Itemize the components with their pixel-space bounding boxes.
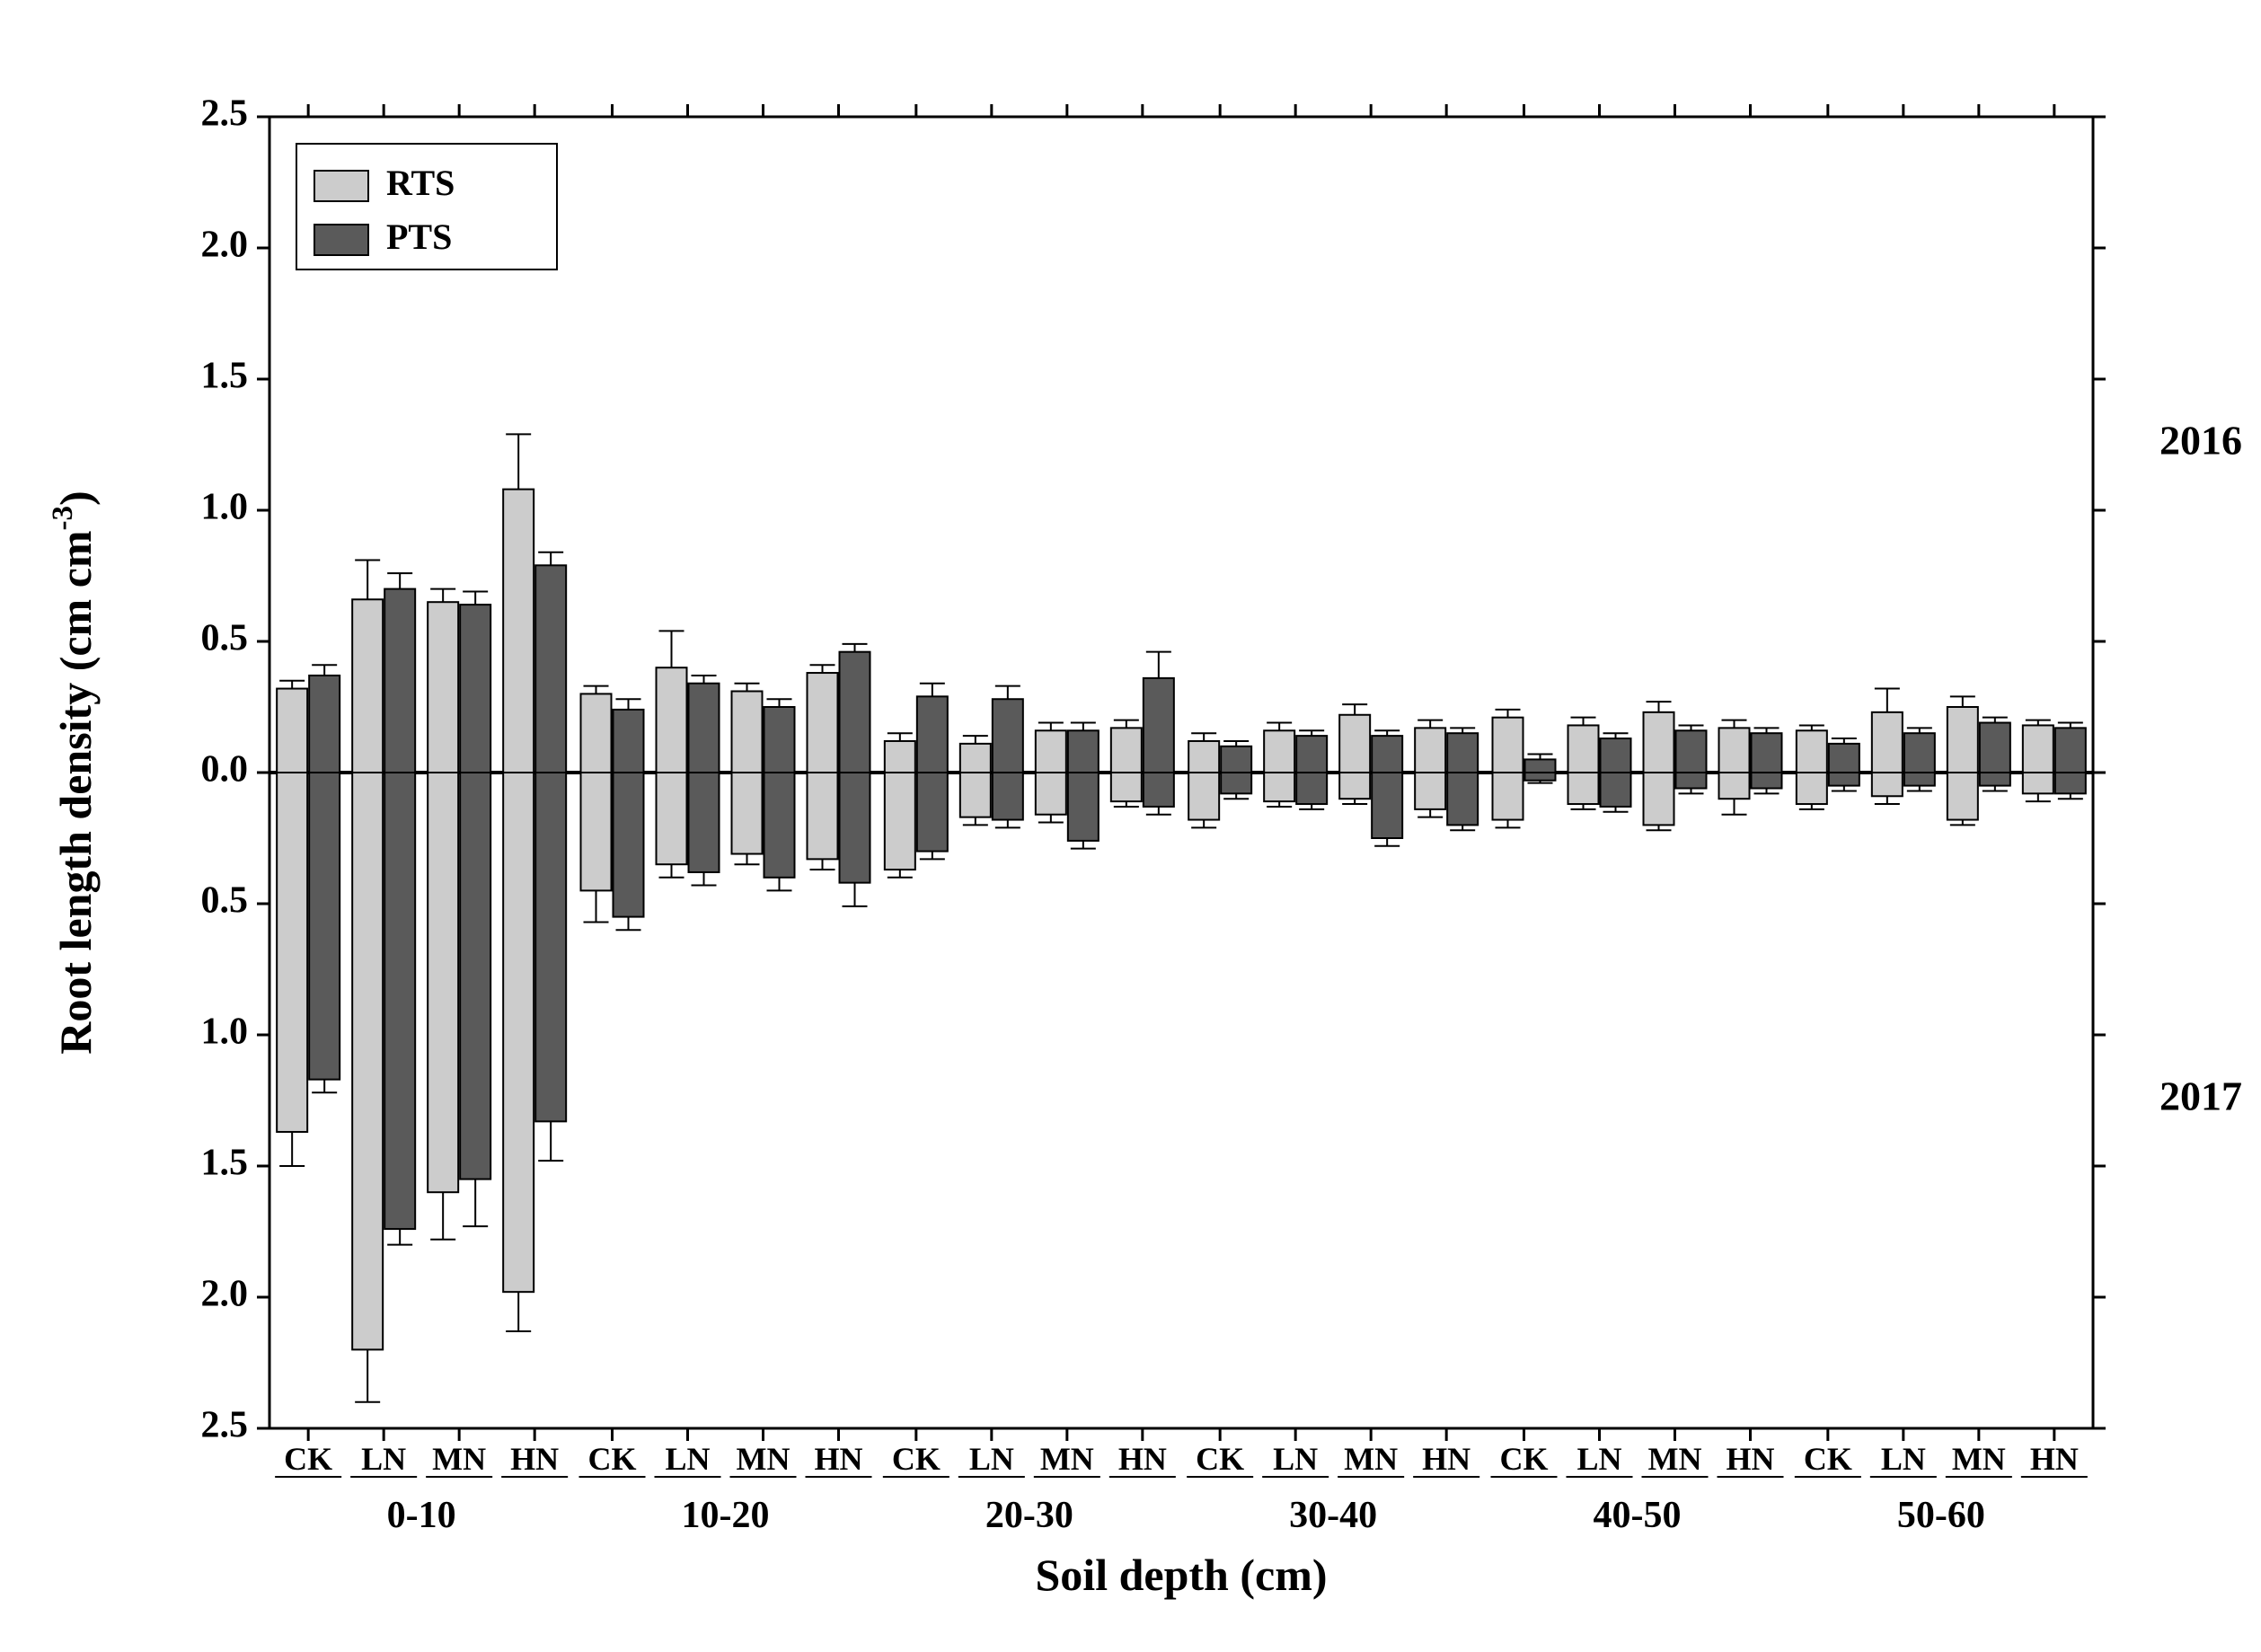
svg-text:40-50: 40-50 (1594, 1495, 1682, 1536)
svg-text:1.5: 1.5 (201, 356, 249, 397)
svg-text:1.5: 1.5 (201, 1143, 249, 1184)
svg-text:CK: CK (588, 1441, 637, 1477)
svg-text:MN: MN (1040, 1441, 1094, 1477)
svg-text:2016: 2016 (2159, 418, 2242, 464)
svg-text:LN: LN (361, 1441, 406, 1477)
svg-text:Soil depth (cm): Soil depth (cm) (1036, 1550, 1328, 1600)
svg-text:0.5: 0.5 (201, 618, 249, 659)
svg-text:MN: MN (1344, 1441, 1398, 1477)
svg-text:HN: HN (1118, 1441, 1167, 1477)
svg-text:MN: MN (1952, 1441, 2006, 1477)
svg-text:RTS: RTS (386, 163, 455, 203)
svg-text:1.0: 1.0 (201, 487, 249, 528)
svg-text:HN: HN (2030, 1441, 2079, 1477)
svg-text:2.0: 2.0 (201, 1274, 249, 1315)
svg-text:LN: LN (665, 1441, 710, 1477)
svg-text:2.5: 2.5 (201, 93, 249, 135)
svg-text:CK: CK (284, 1441, 332, 1477)
svg-text:LN: LN (969, 1441, 1014, 1477)
svg-text:30-40: 30-40 (1289, 1495, 1377, 1536)
svg-text:2017: 2017 (2159, 1073, 2242, 1119)
svg-text:LN: LN (1577, 1441, 1621, 1477)
svg-text:MN: MN (1648, 1441, 1702, 1477)
svg-text:LN: LN (1881, 1441, 1926, 1477)
svg-text:HN: HN (1422, 1441, 1471, 1477)
svg-text:0.0: 0.0 (201, 749, 249, 791)
svg-text:PTS: PTS (386, 216, 452, 257)
svg-text:0-10: 0-10 (387, 1495, 456, 1536)
svg-text:CK: CK (1500, 1441, 1549, 1477)
svg-text:CK: CK (892, 1441, 941, 1477)
svg-text:HN: HN (1727, 1441, 1775, 1477)
svg-text:0.5: 0.5 (201, 880, 249, 922)
svg-text:20-30: 20-30 (985, 1495, 1073, 1536)
svg-text:CK: CK (1196, 1441, 1244, 1477)
svg-text:MN: MN (432, 1441, 486, 1477)
svg-text:2.0: 2.0 (201, 225, 249, 266)
chart-container: 0.0 0.5 1.0 1.5 2.0 2.5 0.5 1.0 1.5 2.0 2.5 Root le… (0, 0, 2261, 1652)
chart-svg: 0.0 0.5 1.0 1.5 2.0 2.5 0.5 1.0 1.5 2.0 2.5 Root le… (0, 0, 2261, 1652)
svg-text:1.0: 1.0 (201, 1012, 249, 1053)
svg-text:HN: HN (510, 1441, 559, 1477)
svg-text:Root length density (cm cm-3): Root length density (cm cm-3) (47, 490, 102, 1054)
svg-text:HN: HN (815, 1441, 863, 1477)
svg-text:50-60: 50-60 (1897, 1495, 1985, 1536)
svg-text:LN: LN (1273, 1441, 1318, 1477)
svg-text:MN: MN (737, 1441, 790, 1477)
svg-text:2.5: 2.5 (201, 1405, 249, 1446)
svg-text:CK: CK (1804, 1441, 1852, 1477)
svg-text:10-20: 10-20 (682, 1495, 770, 1536)
